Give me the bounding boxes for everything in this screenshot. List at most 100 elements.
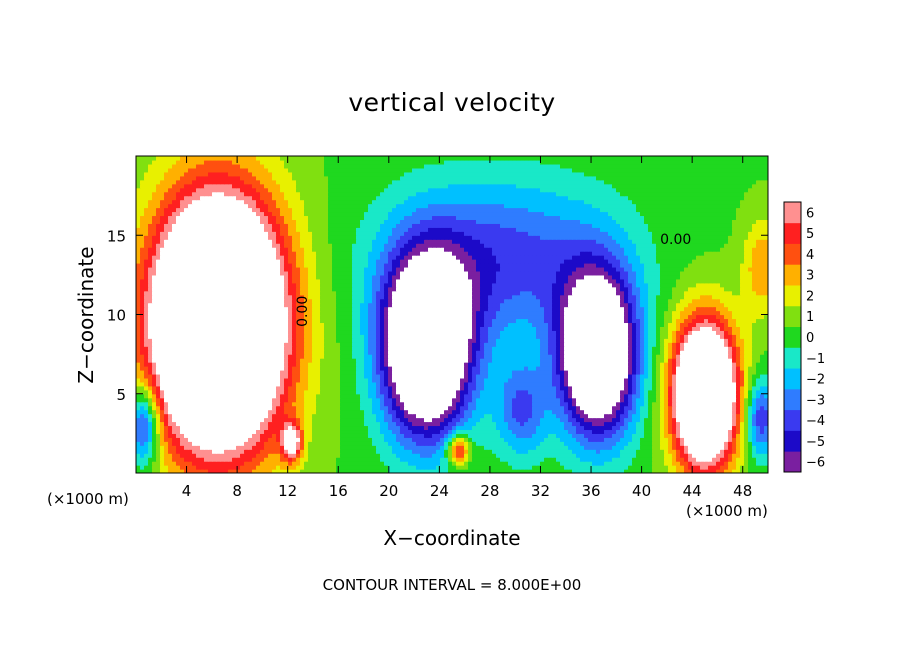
field-cell (208, 381, 213, 387)
field-cell (424, 385, 429, 391)
field-cell (268, 409, 273, 415)
field-cell (672, 373, 677, 379)
field-cell (164, 358, 169, 363)
field-cell (288, 385, 293, 391)
field-cell (208, 405, 213, 411)
field-cell (464, 389, 469, 395)
field-cell (636, 385, 641, 391)
field-cell (604, 469, 609, 473)
field-cell (760, 469, 765, 473)
field-cell (144, 385, 149, 391)
field-cell (752, 445, 757, 450)
field-cell (604, 453, 609, 458)
field-cell (464, 373, 469, 379)
field-cell (580, 461, 585, 466)
field-cell (420, 393, 425, 399)
field-cell (276, 397, 281, 403)
field-cell (540, 369, 545, 375)
field-cell (600, 421, 605, 427)
field-cell (644, 449, 649, 454)
field-cell (236, 421, 241, 427)
field-cell (180, 377, 185, 383)
field-cell (152, 346, 157, 351)
field-cell (376, 366, 381, 371)
field-cell (512, 469, 517, 473)
field-cell (404, 350, 409, 355)
field-cell (436, 389, 441, 395)
field-cell (236, 469, 241, 473)
field-cell (656, 393, 661, 399)
field-cell (380, 449, 385, 454)
field-cell (460, 369, 465, 375)
field-cell (260, 461, 265, 466)
field-cell (560, 377, 565, 383)
field-cell (640, 453, 645, 458)
field-cell (180, 421, 185, 427)
field-cell (152, 377, 157, 383)
field-cell (496, 401, 501, 407)
field-cell (436, 397, 441, 403)
field-cell (680, 397, 685, 403)
field-cell (728, 441, 733, 446)
field-cell (272, 346, 277, 351)
field-cell (436, 465, 441, 470)
field-cell (576, 453, 581, 458)
field-cell (248, 465, 253, 470)
field-cell (660, 401, 665, 407)
field-cell (144, 461, 149, 466)
field-cell (476, 385, 481, 391)
field-cell (508, 385, 513, 391)
field-cell (304, 393, 309, 399)
field-cell (188, 405, 193, 411)
field-cell (736, 457, 741, 462)
field-cell (216, 409, 221, 415)
field-cell (676, 358, 681, 363)
field-cell (152, 389, 157, 395)
field-cell (720, 453, 725, 458)
field-cell (176, 425, 181, 431)
field-cell (480, 421, 485, 427)
field-cell (576, 401, 581, 407)
field-cell (340, 397, 345, 403)
field-cell (376, 358, 381, 363)
field-cell (680, 453, 685, 458)
field-cell (312, 421, 317, 427)
field-cell (284, 350, 289, 355)
field-cell (420, 465, 425, 470)
field-cell (288, 393, 293, 399)
field-cell (472, 413, 477, 419)
field-cell (572, 354, 577, 359)
field-cell (732, 397, 737, 403)
field-cell (484, 401, 489, 407)
field-cell (568, 453, 573, 458)
field-cell (664, 429, 669, 434)
field-cell (140, 461, 145, 466)
field-cell (436, 469, 441, 473)
field-cell (324, 429, 329, 434)
field-cell (252, 401, 257, 407)
field-cell (352, 413, 357, 419)
field-cell (176, 457, 181, 462)
field-cell (696, 457, 701, 462)
field-cell (188, 417, 193, 423)
field-cell (720, 362, 725, 367)
field-cell (664, 437, 669, 442)
field-cell (320, 381, 325, 387)
field-cell (440, 401, 445, 407)
field-cell (460, 465, 465, 470)
field-cell (756, 433, 761, 438)
field-cell (336, 389, 341, 395)
field-cell (388, 469, 393, 473)
field-cell (752, 461, 757, 466)
field-cell (464, 425, 469, 431)
field-cell (212, 405, 217, 411)
field-cell (284, 362, 289, 367)
field-cell (184, 405, 189, 411)
field-cell (428, 401, 433, 407)
field-cell (456, 425, 461, 431)
field-cell (144, 445, 149, 450)
field-cell (740, 429, 745, 434)
field-cell (312, 417, 317, 423)
field-cell (636, 358, 641, 363)
field-cell (624, 377, 629, 383)
